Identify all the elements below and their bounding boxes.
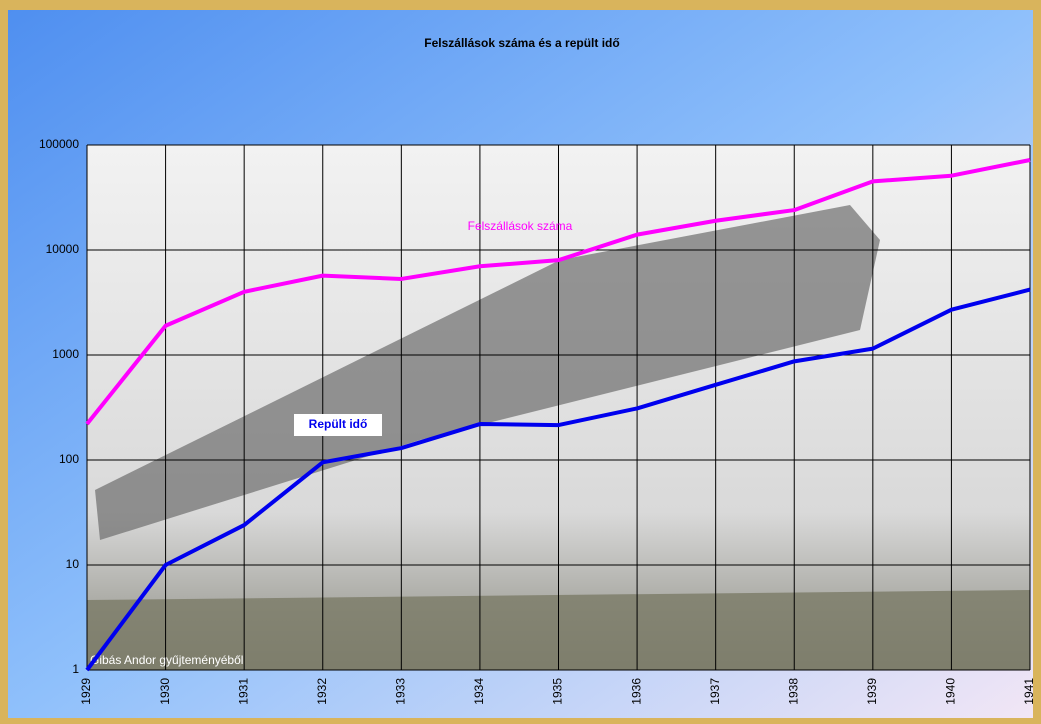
x-tick-label: 1929 bbox=[79, 678, 93, 705]
photo-wing bbox=[95, 205, 880, 540]
y-tick-label: 1000 bbox=[52, 347, 79, 361]
x-tick-label: 1935 bbox=[551, 678, 565, 705]
chart-title: Felszállások száma és a repült idő bbox=[424, 36, 619, 50]
x-tick-label: 1933 bbox=[394, 678, 408, 705]
x-tick-label: 1940 bbox=[944, 678, 958, 705]
x-tick-label: 1939 bbox=[865, 678, 879, 705]
x-tick-label: 1941 bbox=[1022, 678, 1036, 705]
x-tick-label: 1936 bbox=[629, 678, 643, 705]
x-tick-label: 1931 bbox=[236, 678, 250, 705]
x-tick-label: 1930 bbox=[158, 678, 172, 705]
y-tick-label: 10 bbox=[66, 557, 80, 571]
series-label: Repült idő bbox=[309, 417, 368, 431]
series-label: Felszállások száma bbox=[468, 219, 573, 233]
y-tick-label: 1 bbox=[72, 662, 79, 676]
x-tick-label: 1937 bbox=[708, 678, 722, 705]
series-line bbox=[85, 158, 1031, 426]
y-tick-label: 100000 bbox=[39, 137, 79, 151]
series-line bbox=[85, 287, 1031, 672]
label-box bbox=[294, 414, 382, 436]
y-tick-label: 10000 bbox=[46, 242, 80, 256]
photo-caption: Gibás Andor gyűjteményéből bbox=[90, 653, 243, 667]
x-tick-label: 1932 bbox=[315, 678, 329, 705]
x-tick-label: 1938 bbox=[786, 678, 800, 705]
x-tick-label: 1934 bbox=[472, 678, 486, 705]
y-tick-label: 100 bbox=[59, 452, 79, 466]
